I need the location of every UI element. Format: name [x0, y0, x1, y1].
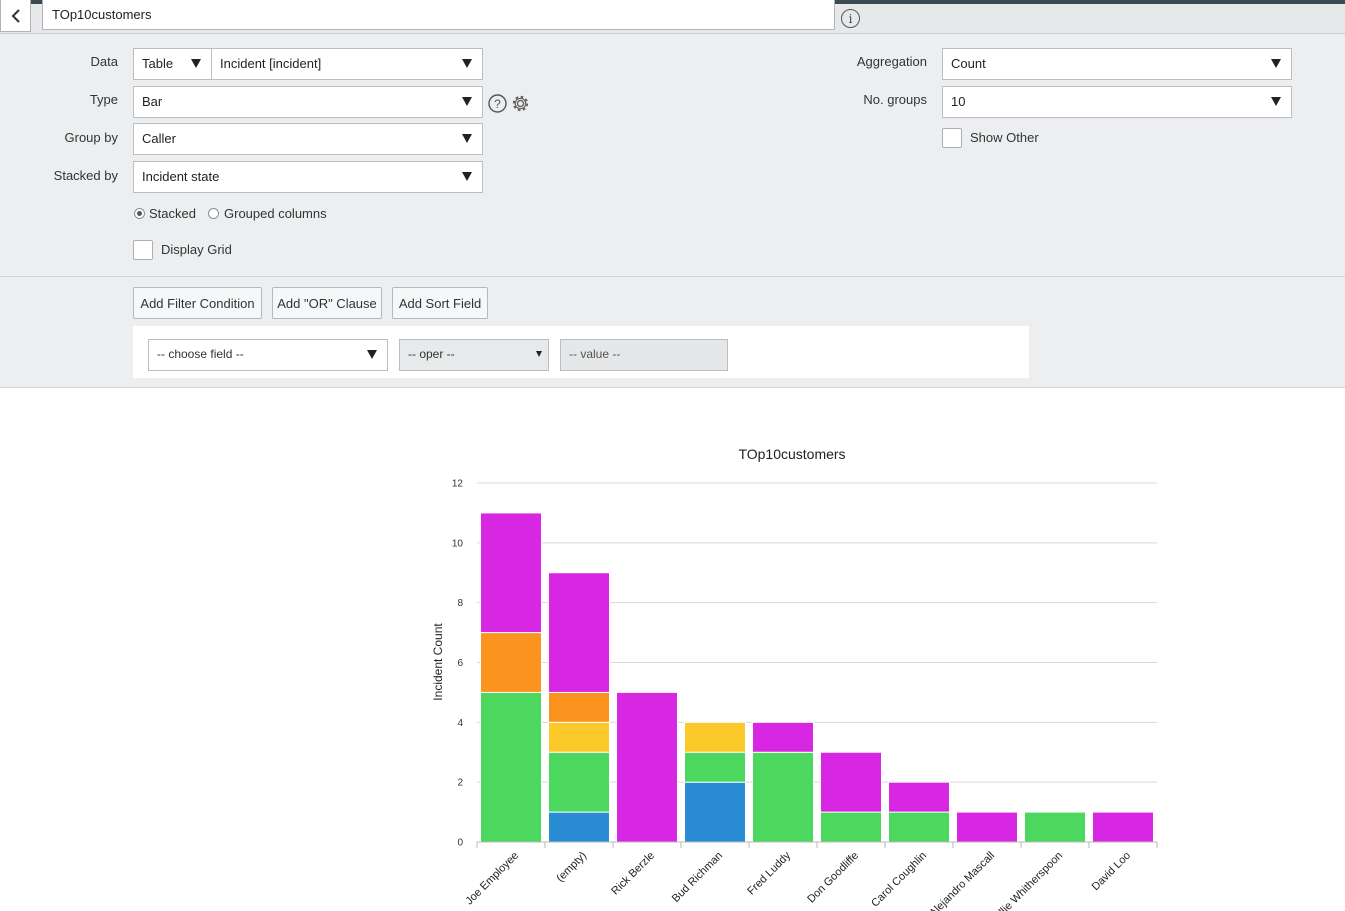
type-label: Type: [89, 92, 118, 107]
x-category-label: Allie Whitherspoon: [992, 850, 1065, 911]
bar-segment[interactable]: [480, 691, 542, 843]
type-select[interactable]: Bar: [133, 86, 483, 118]
bar-segment[interactable]: [548, 691, 610, 723]
report-config-panel: Data Table Incident [incident] Type Bar …: [0, 34, 1345, 277]
data-source-value: Table: [142, 56, 174, 71]
bar-segment[interactable]: [684, 751, 746, 783]
no-groups-value: 10: [951, 94, 966, 109]
filter-condition-row: -- choose field -- -- oper -- -- value -…: [133, 326, 1029, 378]
aggregation-label: Aggregation: [856, 54, 927, 69]
operator-placeholder: -- oper --: [408, 347, 455, 361]
x-category-label: David Loo: [1090, 850, 1134, 894]
display-grid-label: Display Grid: [161, 242, 232, 257]
bar-segment[interactable]: [616, 691, 678, 843]
chevron-left-icon: [11, 8, 20, 23]
grouped-columns-radio[interactable]: [208, 208, 219, 219]
data-table-select[interactable]: Incident [incident]: [211, 48, 483, 80]
y-tick-label: 12: [452, 479, 464, 490]
y-tick-label: 10: [452, 538, 464, 549]
bar-segment[interactable]: [548, 721, 610, 753]
stacked-radio[interactable]: [134, 208, 145, 219]
svg-text:?: ?: [494, 97, 501, 111]
aggregation-select[interactable]: Count: [942, 48, 1292, 80]
report-title-input[interactable]: [42, 0, 835, 30]
bar-segment[interactable]: [1024, 811, 1086, 843]
type-value: Bar: [142, 94, 163, 109]
bar-segment[interactable]: [480, 512, 542, 634]
bar-segment[interactable]: [820, 751, 882, 813]
aggregation-value: Count: [951, 56, 986, 71]
chevron-down-icon: [462, 97, 472, 106]
bar-segment[interactable]: [684, 781, 746, 843]
data-label: Data: [90, 54, 118, 69]
chevron-down-icon: [1271, 97, 1281, 106]
bar-segment[interactable]: [752, 751, 814, 843]
bar-segment[interactable]: [480, 632, 542, 693]
y-tick-label: 8: [457, 598, 463, 609]
show-other-checkbox[interactable]: [942, 128, 962, 148]
bar-segment[interactable]: [820, 811, 882, 843]
bar-segment[interactable]: [684, 721, 746, 753]
bar-segment[interactable]: [548, 811, 610, 843]
gear-icon[interactable]: [511, 94, 530, 113]
x-category-label: Joe Employee: [463, 850, 521, 908]
data-source-select[interactable]: Table: [133, 48, 212, 80]
bar-segment[interactable]: [752, 721, 814, 753]
chart-title: TOp10customers: [738, 446, 846, 462]
no-groups-select[interactable]: 10: [942, 86, 1292, 118]
x-category-label: Alejandro Mascall: [927, 850, 997, 911]
display-grid-checkbox[interactable]: [133, 240, 153, 260]
stacked-by-value: Incident state: [142, 169, 220, 184]
x-category-label: Fred Luddy: [745, 849, 793, 897]
info-icon[interactable]: i: [841, 9, 860, 28]
chart-area: TOp10customers 0 2 4 6 8 10 12 Incident Count Jo…: [0, 388, 1345, 911]
chevron-down-icon: [536, 351, 542, 357]
back-button[interactable]: [0, 0, 31, 32]
y-tick-label: 6: [457, 658, 463, 669]
x-category-label: (empty): [554, 850, 589, 885]
bar-segment[interactable]: [548, 751, 610, 813]
chevron-down-icon: [462, 134, 472, 143]
bar-segment[interactable]: [888, 811, 950, 843]
choose-field-select[interactable]: -- choose field --: [148, 339, 388, 371]
y-tick-label: 0: [457, 838, 463, 849]
add-sort-field-button[interactable]: Add Sort Field: [392, 287, 488, 319]
value-input[interactable]: -- value --: [560, 339, 728, 371]
top-bar: i: [0, 0, 1345, 34]
chevron-down-icon: [367, 350, 377, 359]
data-table-value: Incident [incident]: [220, 56, 322, 71]
stacked-by-select[interactable]: Incident state: [133, 161, 483, 193]
operator-select[interactable]: -- oper --: [399, 339, 549, 371]
show-other-label: Show Other: [970, 130, 1039, 145]
add-filter-condition-button[interactable]: Add Filter Condition: [133, 287, 262, 319]
choose-field-placeholder: -- choose field --: [157, 347, 244, 361]
x-category-label: Bud Richman: [670, 850, 725, 905]
group-by-value: Caller: [142, 131, 176, 146]
bar-chart: 0 2 4 6 8 10 12 Incident Count Joe Employee (empt…: [431, 479, 1158, 911]
y-axis-label: Incident Count: [431, 623, 445, 701]
stacked-by-label: Stacked by: [53, 168, 118, 183]
group-by-label: Group by: [64, 130, 118, 145]
x-category-label: Rick Berzle: [609, 850, 657, 898]
grouped-columns-radio-label: Grouped columns: [224, 206, 327, 221]
group-by-select[interactable]: Caller: [133, 123, 483, 155]
add-or-clause-button[interactable]: Add "OR" Clause: [272, 287, 382, 319]
bar-segment[interactable]: [888, 781, 950, 813]
x-category-label: Carol Coughlin: [869, 850, 929, 910]
stacked-radio-label: Stacked: [149, 206, 196, 221]
filter-panel: Add Filter Condition Add "OR" Clause Add…: [0, 277, 1345, 388]
bar-segment[interactable]: [1092, 811, 1154, 843]
bar-segment[interactable]: [956, 811, 1018, 843]
x-category-label: Don Goodliffe: [805, 850, 861, 906]
chevron-down-icon: [191, 59, 201, 68]
y-tick-label: 4: [457, 718, 463, 729]
help-icon[interactable]: ?: [488, 94, 507, 113]
chevron-down-icon: [462, 172, 472, 181]
chevron-down-icon: [1271, 59, 1281, 68]
chevron-down-icon: [462, 59, 472, 68]
no-groups-label: No. groups: [863, 92, 927, 107]
bar-segment[interactable]: [548, 572, 610, 693]
y-tick-label: 2: [457, 778, 463, 789]
